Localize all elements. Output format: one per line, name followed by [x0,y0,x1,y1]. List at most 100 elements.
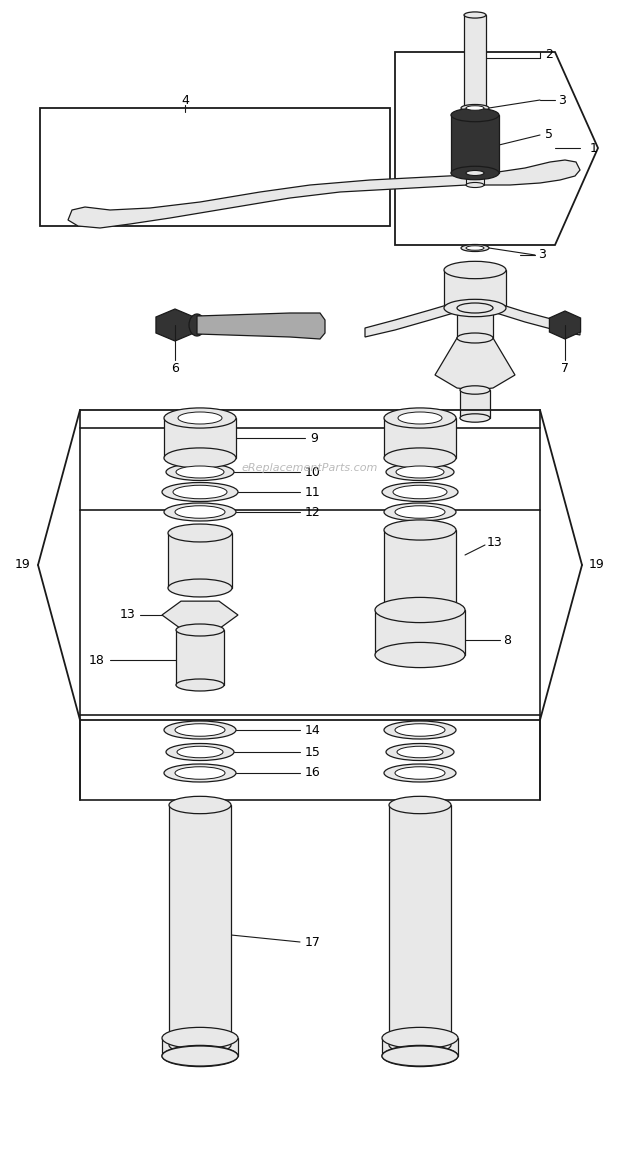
Polygon shape [549,311,580,338]
Ellipse shape [393,486,447,498]
Text: 19: 19 [589,559,605,571]
Ellipse shape [464,105,486,111]
Bar [168,533,232,588]
Ellipse shape [166,464,234,481]
Ellipse shape [466,170,484,175]
Bar [162,1038,238,1056]
Polygon shape [68,175,467,228]
Ellipse shape [397,746,443,758]
Ellipse shape [176,624,224,636]
Polygon shape [156,309,194,341]
Ellipse shape [395,505,445,518]
Ellipse shape [168,524,232,542]
Ellipse shape [164,447,236,468]
Ellipse shape [169,796,231,814]
Text: 16: 16 [305,766,321,780]
Ellipse shape [395,723,445,736]
Ellipse shape [382,1045,458,1066]
Polygon shape [197,313,325,338]
Ellipse shape [457,333,493,343]
Ellipse shape [386,464,454,481]
Ellipse shape [189,314,205,336]
Text: 10: 10 [305,466,321,479]
Ellipse shape [375,597,465,622]
Text: eReplacementParts.com: eReplacementParts.com [242,462,378,473]
Ellipse shape [444,299,506,316]
Ellipse shape [464,12,486,19]
Ellipse shape [162,1045,238,1066]
Bar [80,428,540,510]
Ellipse shape [389,1036,451,1054]
Ellipse shape [176,679,224,691]
Ellipse shape [396,466,444,478]
Ellipse shape [168,580,232,597]
Ellipse shape [389,796,451,814]
Ellipse shape [175,505,225,518]
Ellipse shape [384,408,456,428]
Ellipse shape [451,108,499,122]
Bar [464,15,486,108]
Bar [460,389,490,418]
Ellipse shape [169,1036,231,1054]
Bar [80,715,540,800]
Ellipse shape [461,104,489,111]
Text: 3: 3 [558,94,566,107]
Ellipse shape [173,486,227,498]
Ellipse shape [175,723,225,736]
Ellipse shape [162,1027,238,1049]
Text: 13: 13 [487,537,503,549]
Ellipse shape [384,600,456,620]
Bar [457,308,493,338]
Ellipse shape [460,386,490,394]
Bar [384,418,456,458]
Ellipse shape [382,482,458,502]
Polygon shape [493,302,580,335]
Text: 5: 5 [545,129,553,141]
Text: 8: 8 [503,634,511,647]
Ellipse shape [461,245,489,252]
Bar [451,115,499,173]
Bar [176,630,224,685]
Ellipse shape [178,411,222,424]
Text: 3: 3 [538,248,546,262]
Bar [389,806,451,1045]
Text: 2: 2 [545,49,553,61]
Text: 19: 19 [15,559,31,571]
Ellipse shape [176,466,224,478]
Ellipse shape [398,411,442,424]
Text: 1: 1 [590,141,598,154]
Text: 6: 6 [171,362,179,374]
Polygon shape [483,160,580,185]
Bar [382,1038,458,1056]
Ellipse shape [384,520,456,540]
Bar [444,270,506,308]
Bar [384,530,456,610]
Polygon shape [365,302,457,337]
Ellipse shape [384,764,456,782]
Ellipse shape [375,642,465,668]
Ellipse shape [382,1047,458,1066]
Text: 14: 14 [305,723,321,736]
Ellipse shape [162,1047,238,1066]
Ellipse shape [460,414,490,422]
Polygon shape [435,338,515,389]
Text: 18: 18 [89,654,105,666]
Ellipse shape [164,408,236,428]
Bar [466,173,484,185]
Ellipse shape [384,447,456,468]
Ellipse shape [451,166,499,180]
Ellipse shape [386,744,454,760]
Ellipse shape [164,764,236,782]
Text: 11: 11 [305,486,321,498]
Ellipse shape [162,482,238,502]
Bar [375,610,465,655]
Ellipse shape [164,503,236,522]
Text: 9: 9 [310,431,318,445]
Text: 15: 15 [305,745,321,758]
Ellipse shape [166,744,234,760]
Bar [169,806,231,1045]
Text: 7: 7 [561,362,569,374]
Text: 13: 13 [119,608,135,621]
Ellipse shape [164,721,236,739]
Ellipse shape [466,105,484,110]
